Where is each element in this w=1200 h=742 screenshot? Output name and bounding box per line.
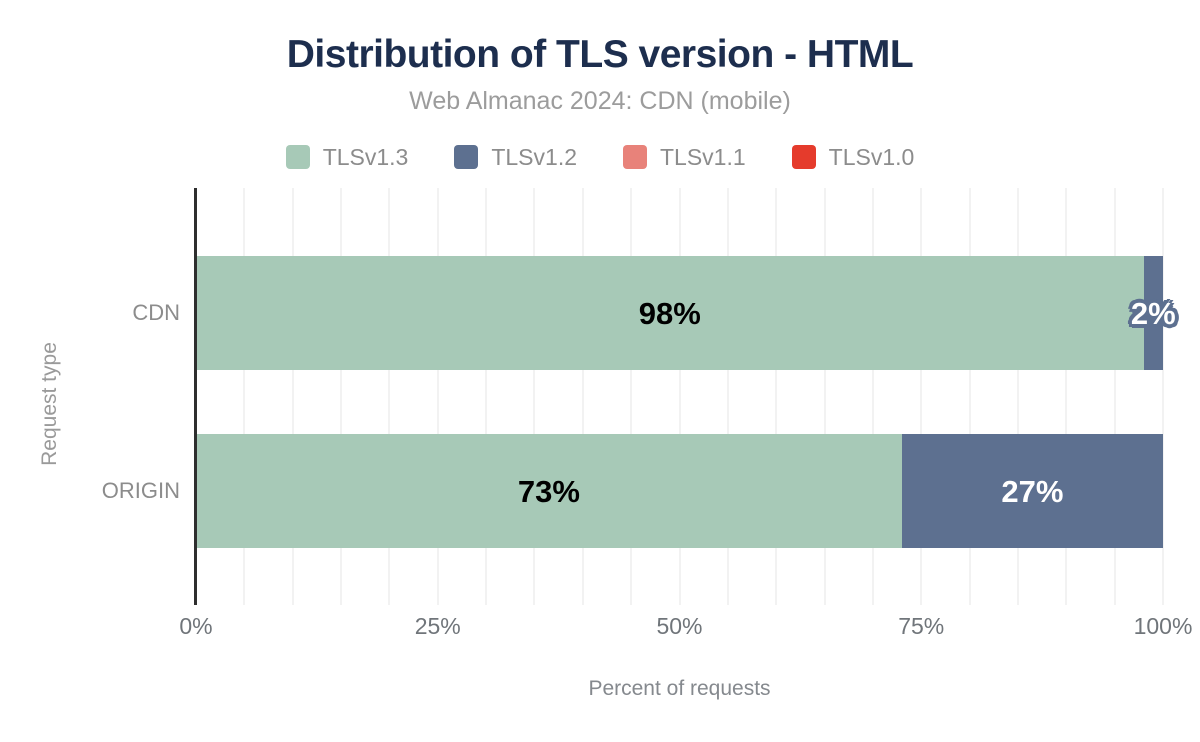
legend-swatch-icon: [454, 145, 479, 169]
gridline: [630, 188, 633, 605]
gridline: [920, 188, 923, 605]
plot-area: 98% 2% 73% 27%: [194, 188, 1176, 605]
y-axis-line: [194, 188, 197, 605]
gridline: [678, 188, 681, 605]
x-axis-ticks: 0% 25% 50% 75% 100%: [179, 613, 1192, 643]
gridline: [1162, 188, 1164, 605]
gridline: [340, 188, 343, 605]
x-tick-label: 100%: [1133, 613, 1193, 639]
bar-value-label: 27%: [1001, 473, 1064, 509]
legend: TLSv1.3 TLSv1.2 TLSv1.1 TLSv1.0: [0, 142, 1200, 172]
gridline: [533, 188, 536, 605]
legend-item-tlsv1.2: TLSv1.2: [454, 144, 577, 171]
x-tick-label: 0%: [179, 613, 213, 639]
gridline: [871, 188, 874, 605]
legend-item-tlsv1.0: TLSv1.0: [791, 143, 915, 171]
x-tick-label: 50%: [656, 613, 703, 639]
gridline: [291, 188, 294, 605]
bar-value-label: 2%: [1130, 295, 1176, 331]
chart-subtitle: Web Almanac 2024: CDN (mobile): [409, 87, 791, 115]
legend-swatch-icon: [285, 145, 310, 169]
legend-label: TLSv1.2: [491, 143, 577, 170]
category-label-cdn: CDN: [132, 300, 180, 325]
gridline: [1016, 188, 1019, 605]
legend-item-tlsv1.3: TLSv1.3: [285, 143, 409, 171]
legend-label: TLSv1.0: [828, 143, 915, 170]
legend-label: TLSv1.1: [660, 143, 746, 170]
x-axis-title: Percent of requests: [588, 677, 771, 700]
gridline: [1065, 188, 1068, 605]
gridline: [1113, 188, 1116, 605]
gridline: [436, 188, 439, 605]
gridline: [823, 188, 826, 605]
x-tick-label: 25%: [414, 613, 461, 639]
gridline: [968, 188, 971, 605]
legend-item-tlsv1.1: TLSv1.1: [623, 144, 746, 171]
bar-segment-origin-tlsv1.2: 27%: [901, 434, 1163, 548]
legend-label: TLSv1.3: [322, 143, 409, 170]
gridline: [726, 188, 729, 605]
bar-segment-cdn-tlsv1.2: 2%: [1131, 256, 1176, 370]
gridline: [243, 188, 246, 605]
bar-row-origin: 73% 27%: [196, 434, 1163, 548]
gridline: [485, 188, 488, 605]
bar-value-label: 98%: [638, 295, 701, 331]
category-label-origin: ORIGIN: [101, 478, 180, 503]
bar-segment-origin-tlsv1.3: 73%: [196, 434, 902, 548]
gridline: [388, 188, 391, 605]
legend-swatch-icon: [791, 145, 816, 169]
gridline: [775, 188, 778, 605]
bar-value-label: 73%: [517, 473, 580, 509]
bar-row-cdn: 98% 2%: [196, 256, 1176, 370]
x-tick-label: 75%: [898, 613, 945, 639]
chart-title: Distribution of TLS version - HTML: [286, 33, 914, 76]
gridline: [581, 188, 584, 605]
legend-swatch-icon: [623, 145, 647, 169]
bar-segment-cdn-tlsv1.3: 98%: [196, 256, 1144, 370]
